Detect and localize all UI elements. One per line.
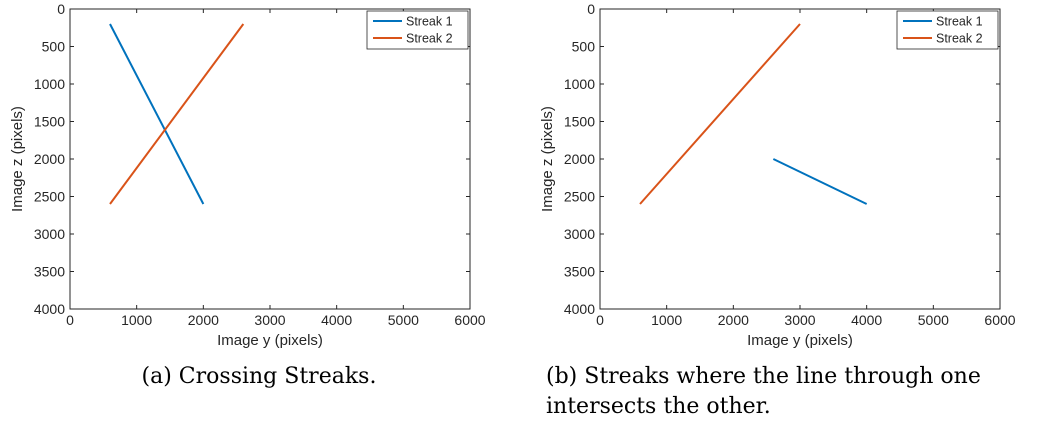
- y-tick-label-b: 1500: [564, 114, 595, 130]
- chart-b: 0 1000 2000 3000 4000 5000 6000 0 500 1000 1500 200…: [539, 1, 1016, 349]
- series-line-a-2: [109, 23, 245, 205]
- x-tick-label-b: 5000: [918, 312, 949, 328]
- x-axis-label-b: Image y (pixels): [747, 332, 853, 349]
- caption-b: (b) Streaks where the line through one i…: [546, 364, 981, 419]
- y-tick-label-a: 2500: [34, 189, 65, 205]
- y-tick-label-a: 2000: [34, 151, 65, 167]
- x-tick-label-b: 6000: [984, 312, 1015, 328]
- y-tick-label-a: 500: [42, 39, 66, 55]
- y-tick-label-b: 1000: [564, 76, 595, 92]
- x-tick-label-a: 4000: [321, 312, 352, 328]
- y-tick-label-a: 0: [57, 1, 65, 17]
- y-tick-label-b: 500: [572, 39, 596, 55]
- x-tick-label-a: 2000: [188, 312, 219, 328]
- caption-a: (a) Crossing Streaks.: [141, 364, 377, 389]
- y-axis-label-a: Image z (pixels): [9, 106, 26, 212]
- y-axis-label-b: Image z (pixels): [539, 106, 556, 212]
- y-tick-label-a: 1500: [34, 114, 65, 130]
- x-tick-label-a: 0: [66, 312, 74, 328]
- x-tick-label-a: 1000: [121, 312, 152, 328]
- plot-area-a: [69, 8, 471, 310]
- y-tick-label-b: 2000: [564, 151, 595, 167]
- y-tick-label-b: 0: [587, 1, 595, 17]
- y-tick-label-b: 2500: [564, 189, 595, 205]
- legend-a: [366, 10, 469, 50]
- x-tick-label-a: 5000: [388, 312, 419, 328]
- x-tick-label-b: 1000: [651, 312, 682, 328]
- legend-label-a-2: Streak 2: [406, 32, 453, 46]
- y-tick-label-b: 3000: [564, 226, 595, 242]
- chart-panel-b: 0 1000 2000 3000 4000 5000 6000 0 500 1000 1500 200…: [530, 0, 1037, 439]
- x-tick-label-a: 6000: [454, 312, 485, 328]
- chart-a: 0 1000 2000 3000 4000 5000 6000 0 500 1000 1500 200…: [9, 1, 486, 349]
- chart-panel-a: 0 1000 2000 3000 4000 5000 6000 0 500 1000 1500 200…: [0, 0, 518, 439]
- x-tick-label-a: 3000: [254, 312, 285, 328]
- legend-label-b-1: Streak 1: [936, 15, 983, 29]
- y-tick-label-a: 4000: [34, 301, 65, 317]
- y-tick-label-a: 3000: [34, 226, 65, 242]
- y-tick-label-a: 3500: [34, 264, 65, 280]
- series-line-a-1: [109, 23, 205, 205]
- y-tick-label-b: 4000: [564, 301, 595, 317]
- legend-label-b-2: Streak 2: [936, 32, 983, 46]
- x-tick-label-b: 0: [596, 312, 604, 328]
- x-axis-label-a: Image y (pixels): [217, 332, 323, 349]
- x-tick-label-b: 3000: [784, 312, 815, 328]
- x-tick-label-b: 2000: [718, 312, 749, 328]
- legend-b: [896, 10, 999, 50]
- legend-label-a-1: Streak 1: [406, 15, 453, 29]
- series-line-b-1: [772, 158, 868, 205]
- y-tick-label-b: 3500: [564, 264, 595, 280]
- plot-area-b: [599, 8, 1001, 310]
- y-tick-label-a: 1000: [34, 76, 65, 92]
- x-tick-label-b: 4000: [851, 312, 882, 328]
- series-line-b-2: [639, 23, 801, 205]
